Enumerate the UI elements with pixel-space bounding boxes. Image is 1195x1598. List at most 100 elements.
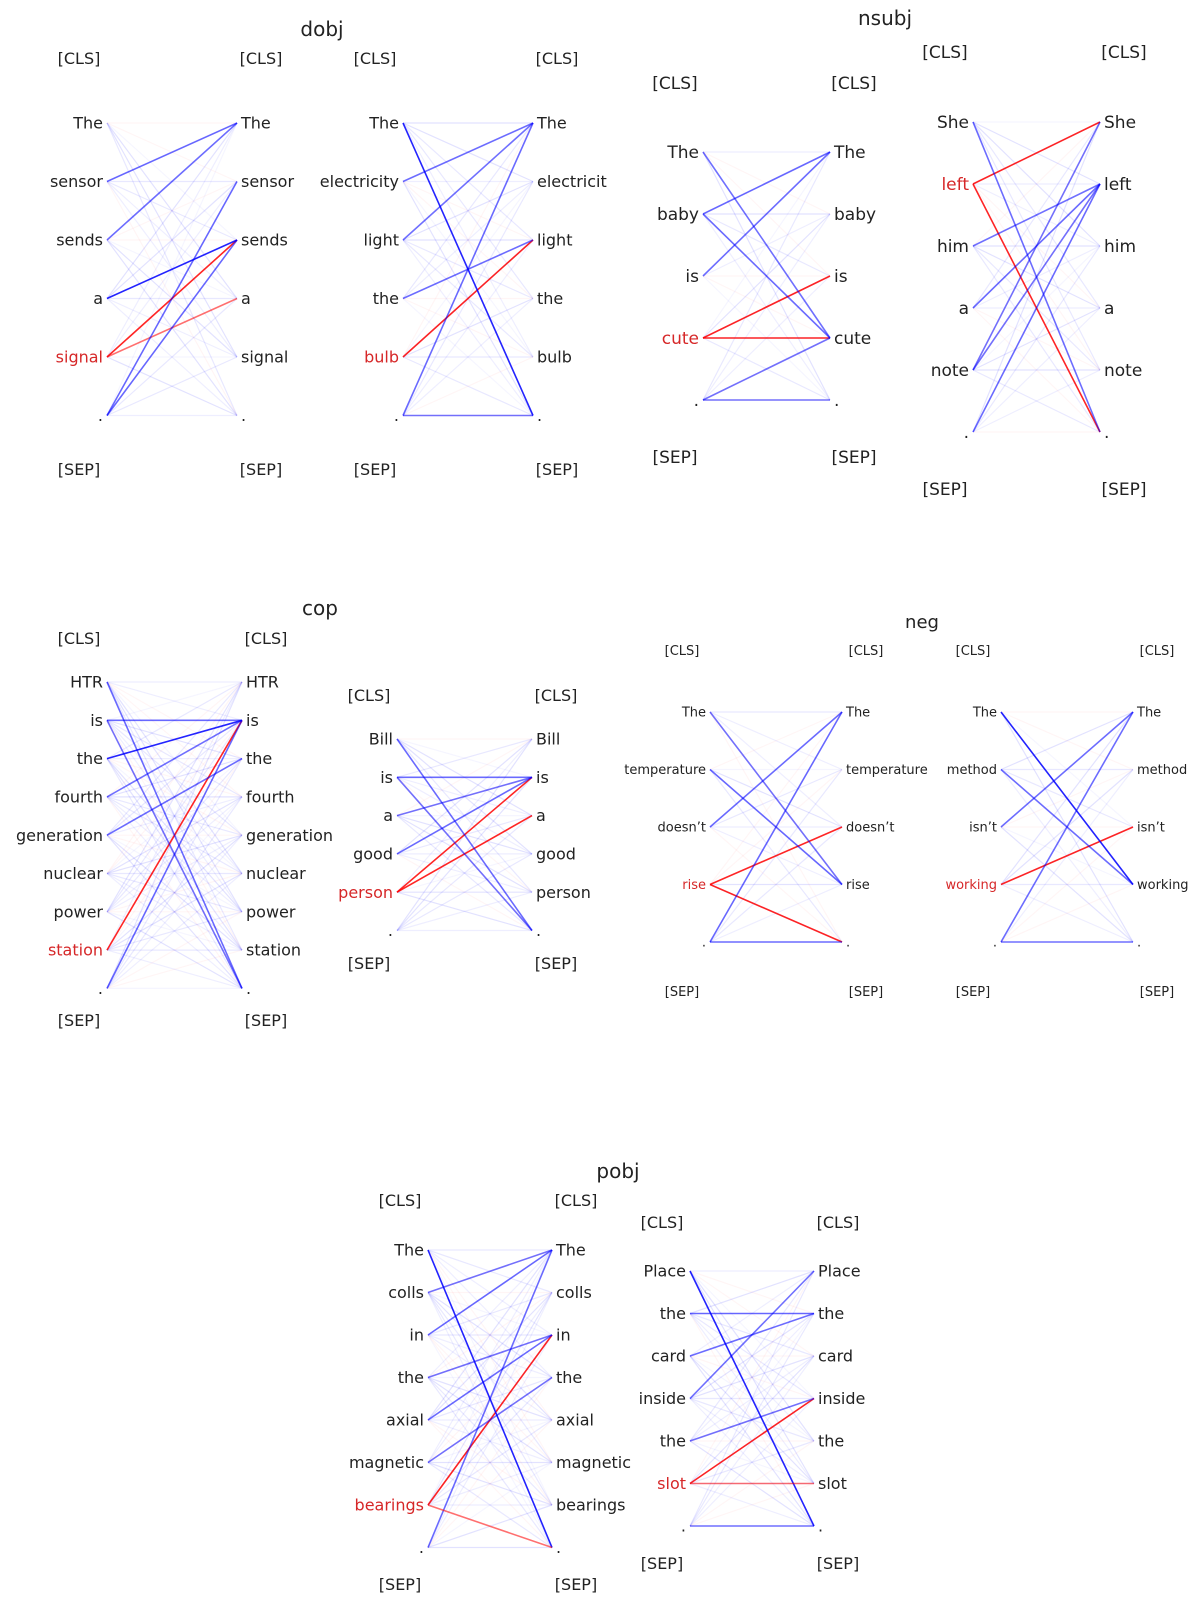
right-token-note: note [1104,361,1142,381]
left-token-generation: generation [16,826,103,845]
strong-edge-1-5 [396,776,533,932]
right-token-doesn-t: doesn’t [846,821,894,836]
group-title-pobj: pobj [596,1159,639,1183]
left-token-sends: sends [56,231,103,250]
left-token-bearings: bearings [355,1496,424,1515]
left-token-period: . [964,423,969,443]
strong-edge-2-0 [709,711,843,828]
edge-8-2 [106,758,243,989]
right-token-htr: HTR [246,673,279,692]
edge-4-7 [427,1419,553,1548]
edge-5-2 [106,758,243,874]
right-token-the: The [555,1241,586,1260]
edge-4-0 [689,1270,815,1442]
sep-left-token: [SEP] [922,480,967,500]
right-token-bill: Bill [536,730,560,749]
right-token-good: good [536,845,576,864]
strong-edges [396,738,533,932]
right-token-isn-t: isn’t [1137,821,1165,836]
left-token-him: him [937,237,969,257]
edge-7-4 [106,834,243,951]
edge-3-1 [427,1292,553,1378]
strong-edges [972,121,1101,433]
edge-1-3 [106,181,238,299]
right-token-signal: signal [241,348,288,367]
edge-5-3 [972,307,1101,433]
edge-4-5 [106,356,238,417]
edge-0-4 [106,122,238,358]
edge-6-5 [689,1482,815,1527]
edge-2-4 [1000,826,1134,943]
left-token-period: . [98,406,103,425]
edge-7-4 [427,1419,553,1548]
strong-edge-5-3 [689,1397,815,1485]
right-token-is: is [536,768,549,787]
right-token-a: a [241,289,251,308]
edge-1-0 [106,681,243,721]
edge-4-2 [1000,826,1134,943]
edge-1-4 [689,1313,815,1442]
sep-left-token: [SEP] [379,1575,421,1594]
right-token-period: . [846,936,850,951]
strong-edges [702,151,831,401]
edge-1-2 [402,180,534,241]
edge-6-5 [106,872,243,913]
edge-0-5 [689,1270,815,1484]
edge-5-4 [427,1419,553,1464]
edge-4-5 [689,1440,815,1485]
right-token-inside: inside [818,1389,865,1408]
sep-left-token: [SEP] [641,1554,683,1573]
right-token-period: . [818,1517,823,1536]
strong-edge-4-2 [402,239,534,358]
left-token-rise: rise [682,878,706,893]
left-token-doesn-t: doesn’t [658,821,706,836]
edge-1-4 [106,719,243,836]
left-token-fourth: fourth [54,788,103,807]
strong-edge-2-1 [106,719,243,760]
sep-right-token: [SEP] [849,985,883,1000]
group-title-neg: neg [905,612,939,633]
left-token-period: . [419,1538,424,1557]
edge-3-4 [972,307,1101,371]
right-token-cute: cute [834,329,871,349]
left-token-a: a [383,806,393,825]
sep-right-token: [SEP] [536,460,578,479]
right-token-card: card [818,1347,853,1366]
left-token-the: The [368,114,399,133]
edge-2-5 [396,815,533,931]
edge-5-4 [106,356,238,417]
left-token-is: is [685,267,699,287]
left-token-nuclear: nuclear [43,864,103,883]
left-token-good: good [353,845,393,864]
sep-right-token: [SEP] [535,954,577,973]
panel-pobj-1: [CLS] [CLS] [SEP] [SEP] The colls in the axial ma… [349,1191,631,1594]
panel-neg-1: [CLS] [CLS] [SEP] [SEP] The temperature doesn’… [624,644,927,1000]
edge-6-3 [689,1398,815,1527]
strong-edge-2-0 [106,122,238,241]
cls-left-token: [CLS] [379,1191,422,1210]
edge-7-3 [106,796,243,951]
edge-5-0 [689,1270,815,1484]
edge-5-4 [689,1440,815,1485]
edge-0-1 [709,711,843,771]
edge-4-1 [689,1313,815,1442]
strong-edge-4-0 [1000,711,1134,943]
strong-edge-4-2 [106,757,243,836]
edge-4-6 [106,834,243,913]
cls-left-token: [CLS] [652,74,697,94]
edge-4-3 [106,796,243,836]
left-token-working: working [945,878,997,893]
cls-left-token: [CLS] [58,49,101,68]
edge-1-2 [106,180,238,241]
edge-3-1 [106,181,238,299]
left-token-is: is [90,711,103,730]
left-token-the: the [373,289,399,308]
right-token-the: The [1136,706,1161,721]
strong-edge-5-1 [106,181,238,416]
sep-left-token: [SEP] [348,954,390,973]
edge-6-1 [106,719,243,913]
edge-8-7 [106,949,243,989]
sep-left-token: [SEP] [665,985,699,1000]
edge-1-0 [689,1270,815,1315]
strong-edge-2-0 [402,122,534,241]
